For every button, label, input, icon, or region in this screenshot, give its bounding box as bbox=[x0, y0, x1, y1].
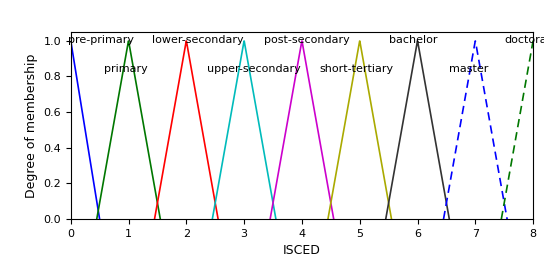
Text: post-secondary: post-secondary bbox=[264, 35, 350, 45]
Text: primary: primary bbox=[104, 64, 148, 74]
Y-axis label: Degree of membership: Degree of membership bbox=[24, 53, 38, 197]
Text: master: master bbox=[449, 64, 489, 74]
Text: lower-secondary: lower-secondary bbox=[152, 35, 243, 45]
Text: bachelor: bachelor bbox=[388, 35, 437, 45]
Text: upper-secondary: upper-secondary bbox=[207, 64, 300, 74]
Text: doctoral: doctoral bbox=[504, 35, 544, 45]
Text: pre-primary: pre-primary bbox=[68, 35, 134, 45]
Text: short-tertiary: short-tertiary bbox=[319, 64, 393, 74]
X-axis label: ISCED: ISCED bbox=[283, 244, 321, 257]
